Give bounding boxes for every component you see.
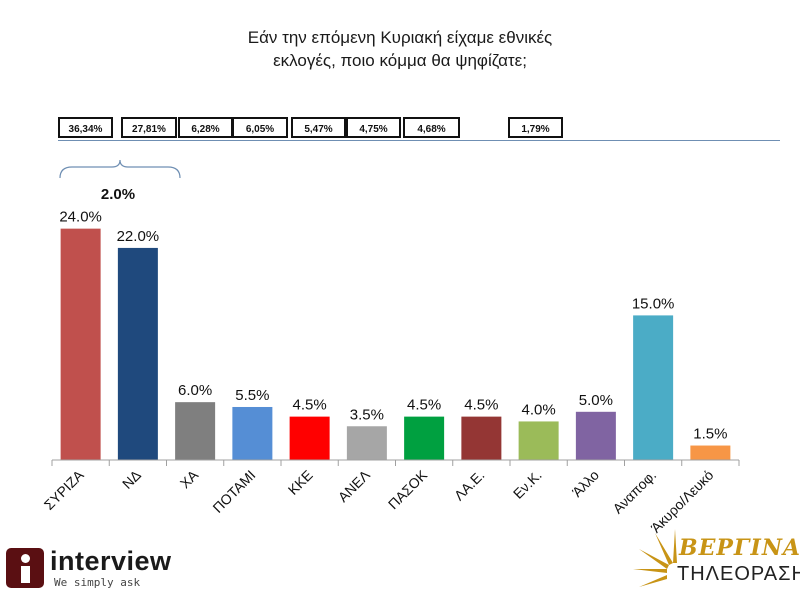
bar xyxy=(289,416,330,460)
data-label: 5.5% xyxy=(235,387,269,404)
bar xyxy=(346,426,387,460)
chart-title-line-1: Εάν την επόμενη Κυριακή είχαμε εθνικές xyxy=(247,28,553,47)
category-label: ΝΔ xyxy=(119,467,144,492)
category-label: ΛΑ.Ε. xyxy=(451,467,488,504)
category-label: ΧΑ xyxy=(177,466,202,491)
bar xyxy=(232,406,273,460)
gap-brace xyxy=(59,159,181,179)
reference-line xyxy=(58,140,780,141)
data-label: 3.5% xyxy=(350,406,384,423)
chart-title: Εάν την επόμενη Κυριακή είχαμε εθνικές ε… xyxy=(0,26,800,72)
category-label: ΣΥΡΙΖΑ xyxy=(41,466,88,513)
data-label: 4.5% xyxy=(293,397,327,414)
category-label: Άλλο xyxy=(569,467,602,500)
gap-label: 2.0% xyxy=(100,186,136,203)
bar xyxy=(633,315,674,460)
data-label: 22.0% xyxy=(117,228,160,245)
sun-rays-icon xyxy=(633,529,677,587)
reference-box: 6,05% xyxy=(232,117,288,138)
logo-right-subtitle: ΤΗΛΕΟΡΑΣΗ xyxy=(677,563,800,585)
category-label: ΠΑΣΟΚ xyxy=(385,466,431,512)
bar xyxy=(117,247,158,460)
data-label: 4.0% xyxy=(522,401,556,418)
reference-box: 27,81% xyxy=(121,117,177,138)
interview-logo: interview We simply ask xyxy=(6,546,176,592)
logo-right-name: ΒΕΡΓΙΝΑ xyxy=(679,535,800,561)
bar xyxy=(404,416,445,460)
category-label: ΚΚΕ xyxy=(285,467,316,498)
category-label: Εν.Κ. xyxy=(510,467,545,502)
bar xyxy=(575,411,616,460)
info-icon xyxy=(6,548,44,588)
data-label: 1.5% xyxy=(693,426,727,443)
logo-left-tagline: We simply ask xyxy=(54,576,141,589)
data-label: 15.0% xyxy=(632,295,675,312)
reference-box: 4,75% xyxy=(346,117,401,138)
bar xyxy=(60,228,101,460)
bar xyxy=(461,416,502,460)
vergina-logo: ΒΕΡΓΙΝΑ ΤΗΛΕΟΡΑΣΗ xyxy=(625,525,800,597)
category-label: Αναποφ. xyxy=(609,467,659,517)
bar xyxy=(518,421,559,460)
category-label: ΠΟΤΑΜΙ xyxy=(209,467,258,516)
bar xyxy=(690,445,731,460)
logo-left-name: interview xyxy=(50,546,172,576)
reference-box: 4,68% xyxy=(403,117,460,138)
data-label: 4.5% xyxy=(407,397,441,414)
data-label: 4.5% xyxy=(464,397,498,414)
data-label: 5.0% xyxy=(579,392,613,409)
reference-box: 36,34% xyxy=(58,117,113,138)
chart-title-line-2: εκλογές, ποιο κόμμα θα ψηφίζατε; xyxy=(273,51,527,70)
category-label: ΑΝΕΛ xyxy=(335,466,374,505)
data-label: 24.0% xyxy=(59,209,102,226)
data-label: 6.0% xyxy=(178,382,212,399)
reference-box: 5,47% xyxy=(291,117,346,138)
bar xyxy=(175,402,216,460)
reference-box: 1,79% xyxy=(508,117,563,138)
